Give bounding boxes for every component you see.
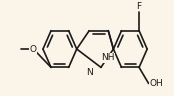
Text: NH: NH	[102, 53, 115, 62]
Text: F: F	[137, 2, 142, 11]
Text: O: O	[30, 45, 37, 54]
Text: OH: OH	[149, 79, 163, 88]
Text: N: N	[86, 68, 93, 77]
